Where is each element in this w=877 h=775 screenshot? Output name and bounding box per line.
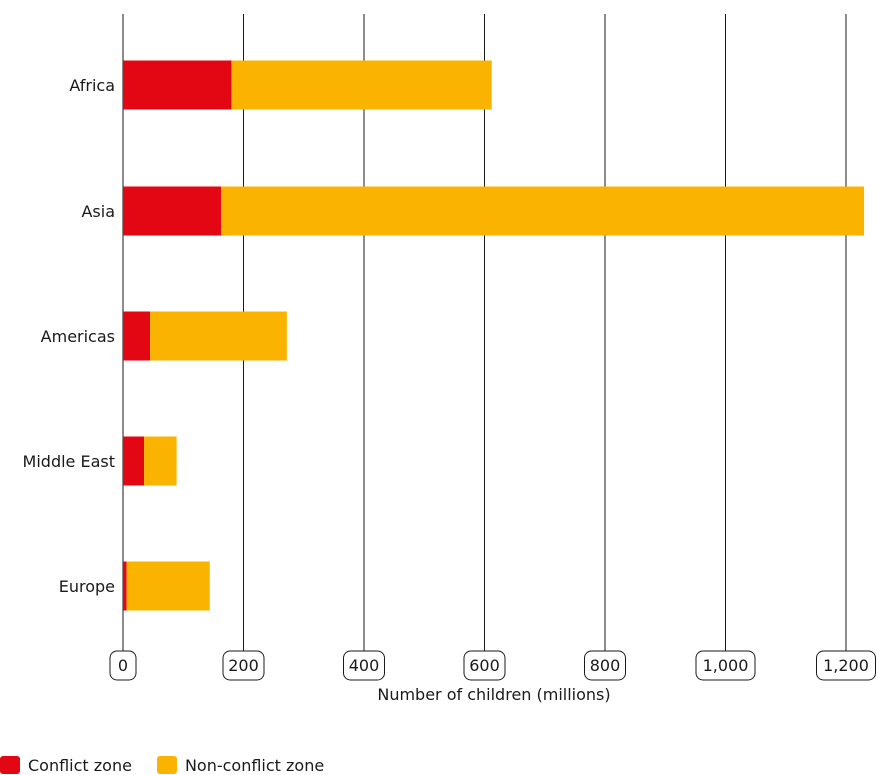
legend: Conflict zone Non-conflict zone [0,755,349,775]
bar-non-conflict-americas [150,311,287,361]
x-axis-title: Number of children (millions) [377,685,610,704]
bar-non-conflict-africa [231,60,492,110]
x-tick-label: 200 [228,656,259,675]
legend-swatch-conflict [0,756,20,774]
x-tick-box [463,650,506,681]
category-label: Africa [69,76,115,95]
x-tick-label: 400 [349,656,380,675]
category-label: Americas [41,327,115,346]
bar-conflict-asia [123,186,222,236]
legend-item-non-conflict: Non-conflict zone [156,755,325,775]
bar-non-conflict-europe [126,561,210,611]
x-tick-label: 600 [469,656,500,675]
bar-non-conflict-middle-east [144,436,177,486]
x-tick-label: 1,200 [823,656,869,675]
bar-non-conflict-asia [221,186,865,236]
x-tick-box [109,650,137,681]
legend-swatch-non-conflict [156,756,177,774]
category-label: Asia [81,202,115,221]
bar-conflict-africa [123,60,232,110]
category-label: Europe [59,577,115,596]
bar-conflict-middle-east [123,436,145,486]
bar-conflict-europe [123,561,127,611]
x-tick-box [695,650,756,681]
x-tick-label: 1,000 [703,656,749,675]
legend-label-conflict: Conflict zone [28,755,132,775]
category-label: Middle East [23,452,115,471]
bar-conflict-americas [123,311,151,361]
x-tick-box [816,650,876,681]
x-tick-label: 0 [118,656,128,675]
x-tick-label: 800 [590,656,621,675]
x-tick-box [343,650,385,681]
legend-item-conflict: Conflict zone [0,756,132,775]
legend-label-non-conflict: Non-conflict zone [184,755,325,775]
x-tick-box [222,650,265,681]
x-tick-box [584,650,626,681]
